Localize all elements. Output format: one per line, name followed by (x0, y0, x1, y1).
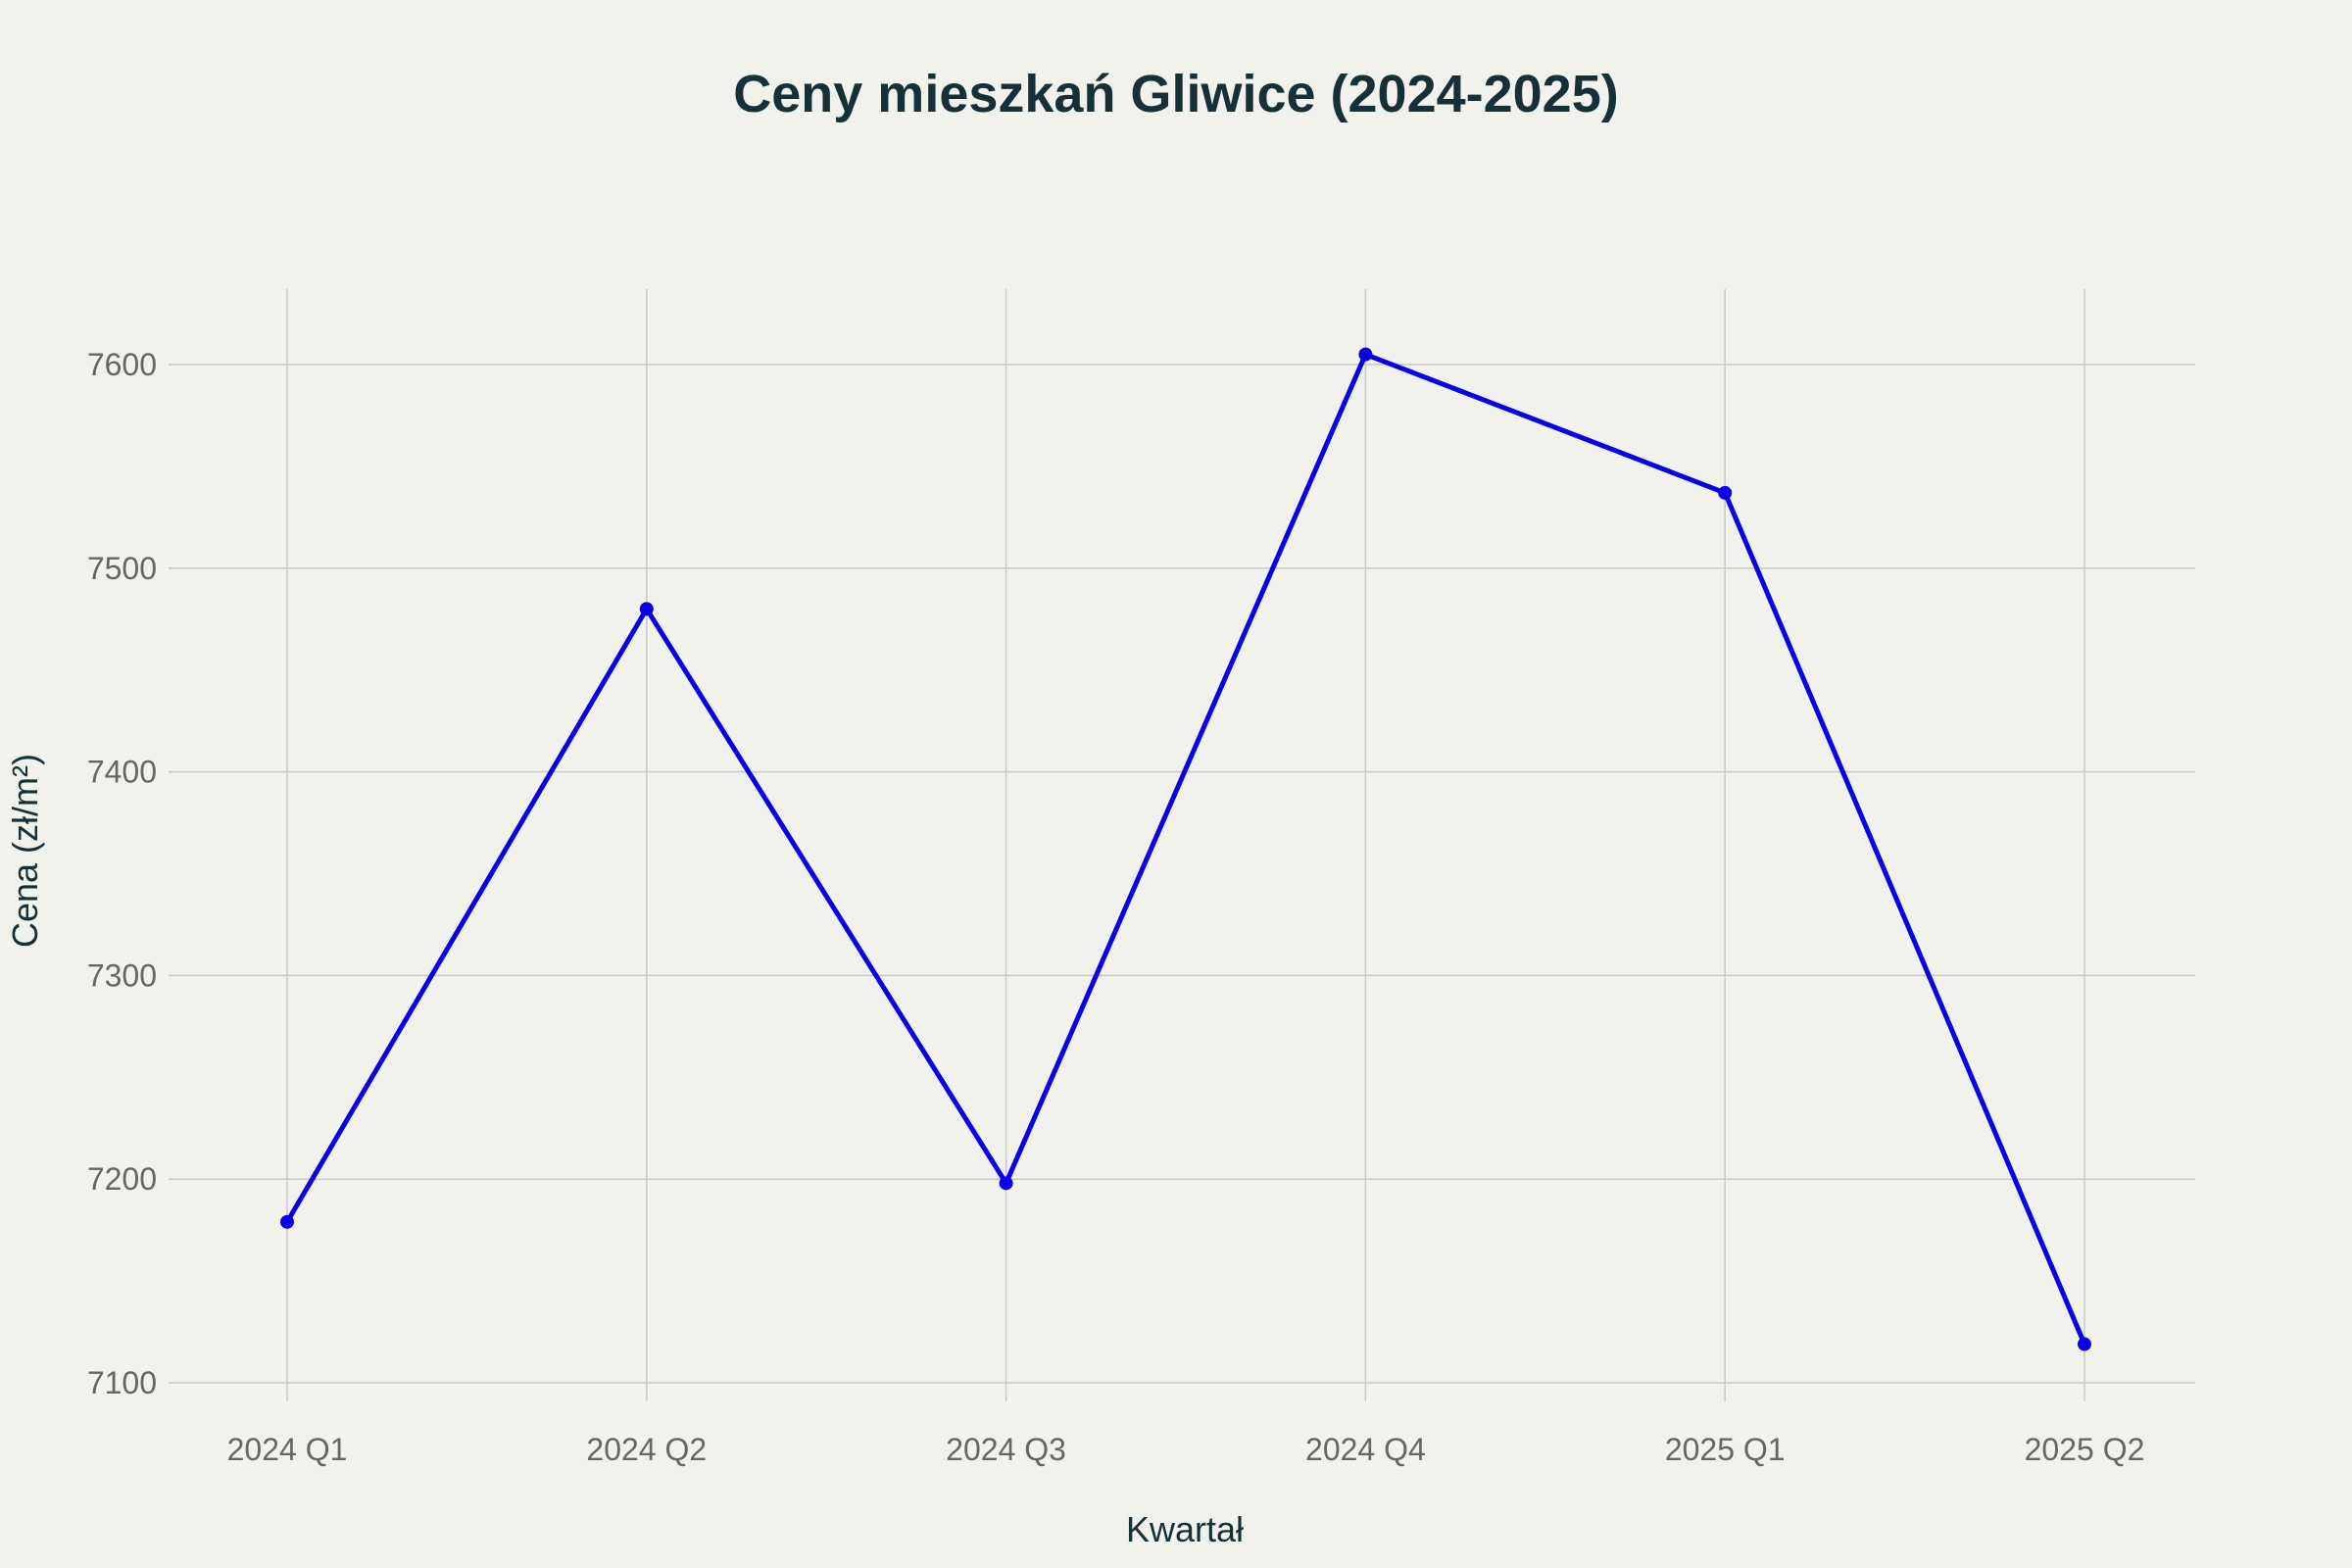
y-tick-label: 7400 (87, 755, 157, 790)
x-tick-label: 2025 Q1 (1665, 1432, 1786, 1467)
series-markers (280, 347, 2091, 1351)
data-point (999, 1176, 1013, 1191)
y-axis-title: Cena (zł/m²) (5, 754, 45, 948)
x-tick-label: 2025 Q2 (2025, 1432, 2145, 1467)
axis-ticks: 7100 7200 7300 7400 7500 7600 2024 Q1 2024 Q2 20… (87, 347, 2145, 1467)
x-tick-label: 2024 Q4 (1305, 1432, 1426, 1467)
x-axis-title: Kwartał (1126, 1509, 1244, 1549)
series-line (284, 352, 2087, 1348)
data-point (2078, 1337, 2091, 1351)
data-point (639, 602, 654, 616)
x-tick-label: 2024 Q1 (227, 1432, 348, 1467)
y-tick-label: 7600 (87, 347, 157, 382)
x-tick-label: 2024 Q3 (946, 1432, 1066, 1467)
data-point (1358, 347, 1373, 362)
y-tick-label: 7500 (87, 551, 157, 586)
series-lines (284, 352, 2087, 1348)
y-tick-label: 7300 (87, 957, 157, 993)
data-point (280, 1214, 294, 1229)
x-tick-label: 2024 Q2 (586, 1432, 707, 1467)
y-tick-label: 7100 (87, 1365, 157, 1400)
gridlines (169, 289, 2195, 1401)
y-tick-label: 7200 (87, 1161, 157, 1197)
chart-title: Ceny mieszkań Gliwice (2024-2025) (733, 65, 1618, 123)
data-point (1718, 485, 1733, 500)
